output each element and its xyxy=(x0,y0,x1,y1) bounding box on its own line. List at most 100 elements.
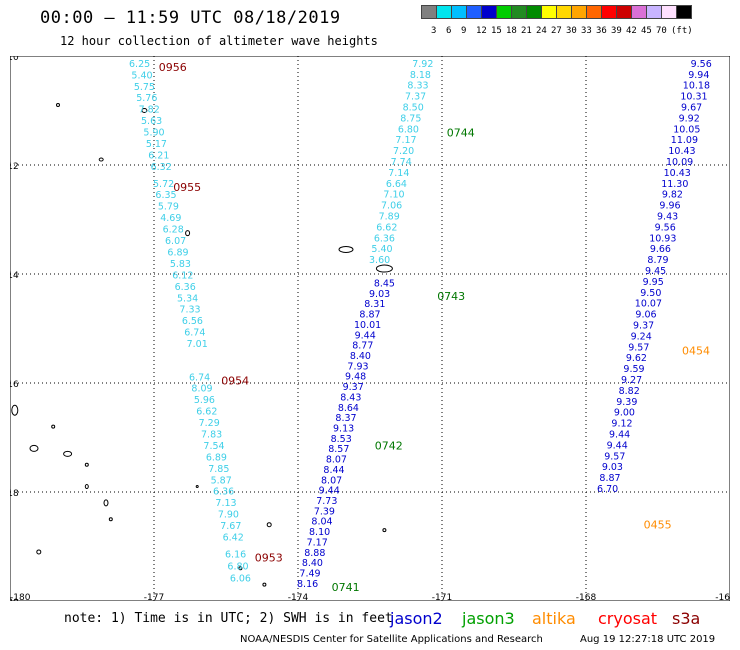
legend-swatch xyxy=(556,5,572,19)
swh-value: 8.37 xyxy=(335,413,356,424)
legend-swatch xyxy=(646,5,662,19)
lon-tick-label: -177 xyxy=(144,593,164,601)
swh-value: 9.12 xyxy=(611,419,632,430)
swh-value: 5.76 xyxy=(136,93,157,104)
legend-swatches xyxy=(421,5,692,24)
swh-value: 8.09 xyxy=(191,384,212,395)
swh-value: 6.36 xyxy=(175,282,196,293)
footer-note: note: 1) Time is in UTC; 2) SWH is in fe… xyxy=(64,611,393,626)
swh-value: 4.69 xyxy=(160,213,181,224)
swh-value: 6.74 xyxy=(189,372,210,383)
swh-value: 10.18 xyxy=(683,81,710,92)
legend-swatch xyxy=(481,5,497,19)
legend-label: 21 xyxy=(521,26,532,36)
legend-label: 18 xyxy=(506,26,517,36)
swh-value: 9.27 xyxy=(621,375,642,386)
swh-value: 6.07 xyxy=(165,236,186,247)
island-outline xyxy=(29,444,39,452)
swh-value: 9.67 xyxy=(681,103,702,114)
swh-value: 9.96 xyxy=(659,201,680,212)
swh-value: 6.70 xyxy=(597,484,618,495)
island-outline xyxy=(63,450,73,457)
footer-timestamp: Aug 19 12:27:18 UTC 2019 xyxy=(580,634,716,645)
swh-value: 6.89 xyxy=(206,452,227,463)
swh-value: 6.42 xyxy=(223,533,244,544)
pass-time-label: 0742 xyxy=(375,440,403,453)
swh-value: 8.57 xyxy=(328,444,349,455)
pass-time-label: 0955 xyxy=(173,181,201,194)
lat-tick-label: -14 xyxy=(10,271,19,281)
swh-value: 7.10 xyxy=(383,190,404,201)
swh-value: 8.44 xyxy=(323,465,344,476)
legend-label: (ft) xyxy=(671,26,693,36)
swh-value: 9.03 xyxy=(369,289,390,300)
swh-value: 8.79 xyxy=(647,255,668,266)
pass-time-label: 0454 xyxy=(682,344,710,357)
map-grid xyxy=(10,56,730,601)
swh-value: 7.39 xyxy=(314,506,335,517)
legend-swatch xyxy=(601,5,617,19)
island-outline xyxy=(36,549,42,555)
lat-tick-label: -10 xyxy=(10,56,19,63)
legend-swatch xyxy=(436,5,452,19)
legend-label: 36 xyxy=(596,26,607,36)
island-outline xyxy=(185,230,191,237)
swh-value: 5.96 xyxy=(194,395,215,406)
legend-swatch xyxy=(571,5,587,19)
legend-swatch xyxy=(496,5,512,19)
swh-value: 7.74 xyxy=(391,157,412,168)
swh-value: 10.93 xyxy=(649,233,676,244)
swh-value: 9.44 xyxy=(319,486,340,497)
swh-value: 7.89 xyxy=(379,212,400,223)
swh-value: 8.10 xyxy=(309,527,330,538)
altimeter-map[interactable]: 6.255.405.755.767.825.635.905.176.216.32… xyxy=(10,56,730,601)
legend-swatch xyxy=(421,5,437,19)
page-subtitle: 12 hour collection of altimeter wave hei… xyxy=(60,34,378,48)
lon-tick-label: -168 xyxy=(576,593,597,601)
swh-value: 9.57 xyxy=(628,342,649,353)
swh-value: 6.74 xyxy=(184,328,205,339)
legend-swatch xyxy=(586,5,602,19)
swh-value: 7.06 xyxy=(381,201,402,212)
swh-value: 7.73 xyxy=(316,496,337,507)
swh-value: 5.17 xyxy=(146,139,167,150)
swh-value: 6.12 xyxy=(172,270,193,281)
pass-time-label: 0956 xyxy=(159,61,187,74)
island-outline xyxy=(195,485,199,489)
swh-value: 7.93 xyxy=(347,361,368,372)
color-scale-legend: 3 6 9 12 15 18 21 24 27 30 33 36 39 42 45 70 (ft) xyxy=(421,5,693,38)
swh-value: 10.43 xyxy=(664,168,691,179)
swh-value: 5.63 xyxy=(141,116,162,127)
swh-value: 7.74 xyxy=(415,56,436,59)
coastlines xyxy=(11,103,393,587)
swh-value: 7.17 xyxy=(395,135,416,146)
swh-value: 7.01 xyxy=(187,339,208,350)
pass-time-label: 0743 xyxy=(437,290,465,303)
footer-credit: NOAA/NESDIS Center for Satellite Applica… xyxy=(240,634,543,645)
swh-value: 11.09 xyxy=(671,135,698,146)
swh-value: 8.40 xyxy=(302,558,323,569)
swh-value: 8.87 xyxy=(599,473,620,484)
swh-value: 6.06 xyxy=(230,573,251,584)
satellite-name-s3a: s3a xyxy=(672,609,701,628)
swh-value: 5.40 xyxy=(131,70,152,81)
swh-value: 9.06 xyxy=(635,310,656,321)
swh-value: 6.64 xyxy=(386,179,407,190)
legend-label: 42 xyxy=(626,26,637,36)
pass-time-label: 0455 xyxy=(644,519,672,532)
lon-tick-label: -16 xyxy=(715,593,730,601)
swh-value: 6.16 xyxy=(225,549,246,560)
swh-value: 9.50 xyxy=(640,288,661,299)
legend-swatch xyxy=(616,5,632,19)
legend-swatch xyxy=(466,5,482,19)
satellite-name-altika: altika xyxy=(532,609,576,628)
swh-value: 7.67 xyxy=(220,521,241,532)
legend-label: 70 xyxy=(656,26,667,36)
swh-value: 5.34 xyxy=(177,293,198,304)
island-outline xyxy=(51,424,56,429)
swh-value: 5.90 xyxy=(143,128,164,139)
swh-value: 8.88 xyxy=(304,548,325,559)
island-outline xyxy=(11,404,19,416)
swh-value: 9.13 xyxy=(333,424,354,435)
swh-value: 9.00 xyxy=(614,408,635,419)
